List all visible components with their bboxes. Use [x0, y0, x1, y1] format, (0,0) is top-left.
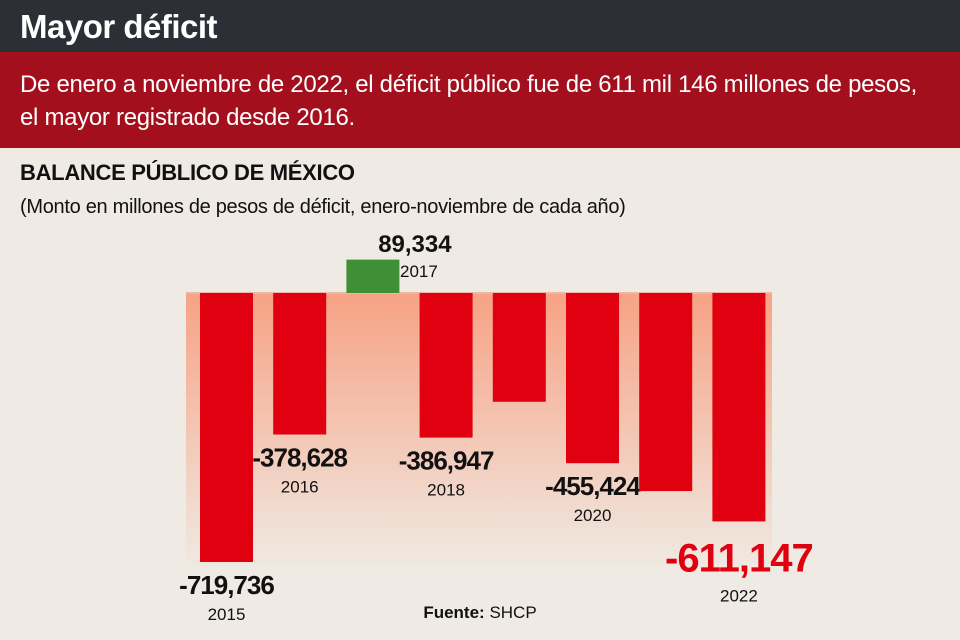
bar-2017 — [346, 259, 400, 293]
bar-2020 — [566, 293, 619, 464]
data-label-2016: -378,628 — [252, 443, 347, 473]
year-label-2018: 2018 — [427, 481, 465, 500]
source-note: Fuente: SHCP — [0, 603, 960, 623]
bar-2019 — [492, 293, 546, 402]
data-label-2015: -719,736 — [179, 570, 274, 600]
data-label-2022: -611,147 — [665, 536, 813, 580]
source-label: Fuente: — [423, 603, 485, 622]
summary-band: De enero a noviembre de 2022, el déficit… — [0, 52, 960, 148]
year-label-2015: 2015 — [208, 605, 246, 624]
data-label-2017: 89,334 — [378, 231, 452, 258]
source-value: SHCP — [489, 603, 537, 622]
year-label-2022: 2022 — [720, 586, 758, 605]
bar-2022 — [712, 293, 766, 522]
year-label-2020: 2020 — [574, 506, 612, 525]
data-label-2018: -386,947 — [399, 446, 494, 476]
bar-2018 — [419, 293, 473, 438]
headline: Mayor déficit — [20, 8, 218, 45]
header-bar: Mayor déficit — [0, 0, 960, 52]
year-label-2016: 2016 — [281, 478, 319, 497]
chart-subtitle: (Monto en millones de pesos de déficit, … — [20, 196, 626, 218]
data-label-2020: -455,424 — [545, 471, 641, 501]
chart-title: BALANCE PÚBLICO DE MÉXICO — [20, 160, 355, 185]
summary-text: De enero a noviembre de 2022, el déficit… — [20, 71, 917, 131]
year-label-2017: 2017 — [400, 262, 438, 281]
bar-2015 — [200, 293, 253, 562]
bar-2021 — [639, 293, 693, 492]
bar-2016 — [273, 293, 327, 435]
